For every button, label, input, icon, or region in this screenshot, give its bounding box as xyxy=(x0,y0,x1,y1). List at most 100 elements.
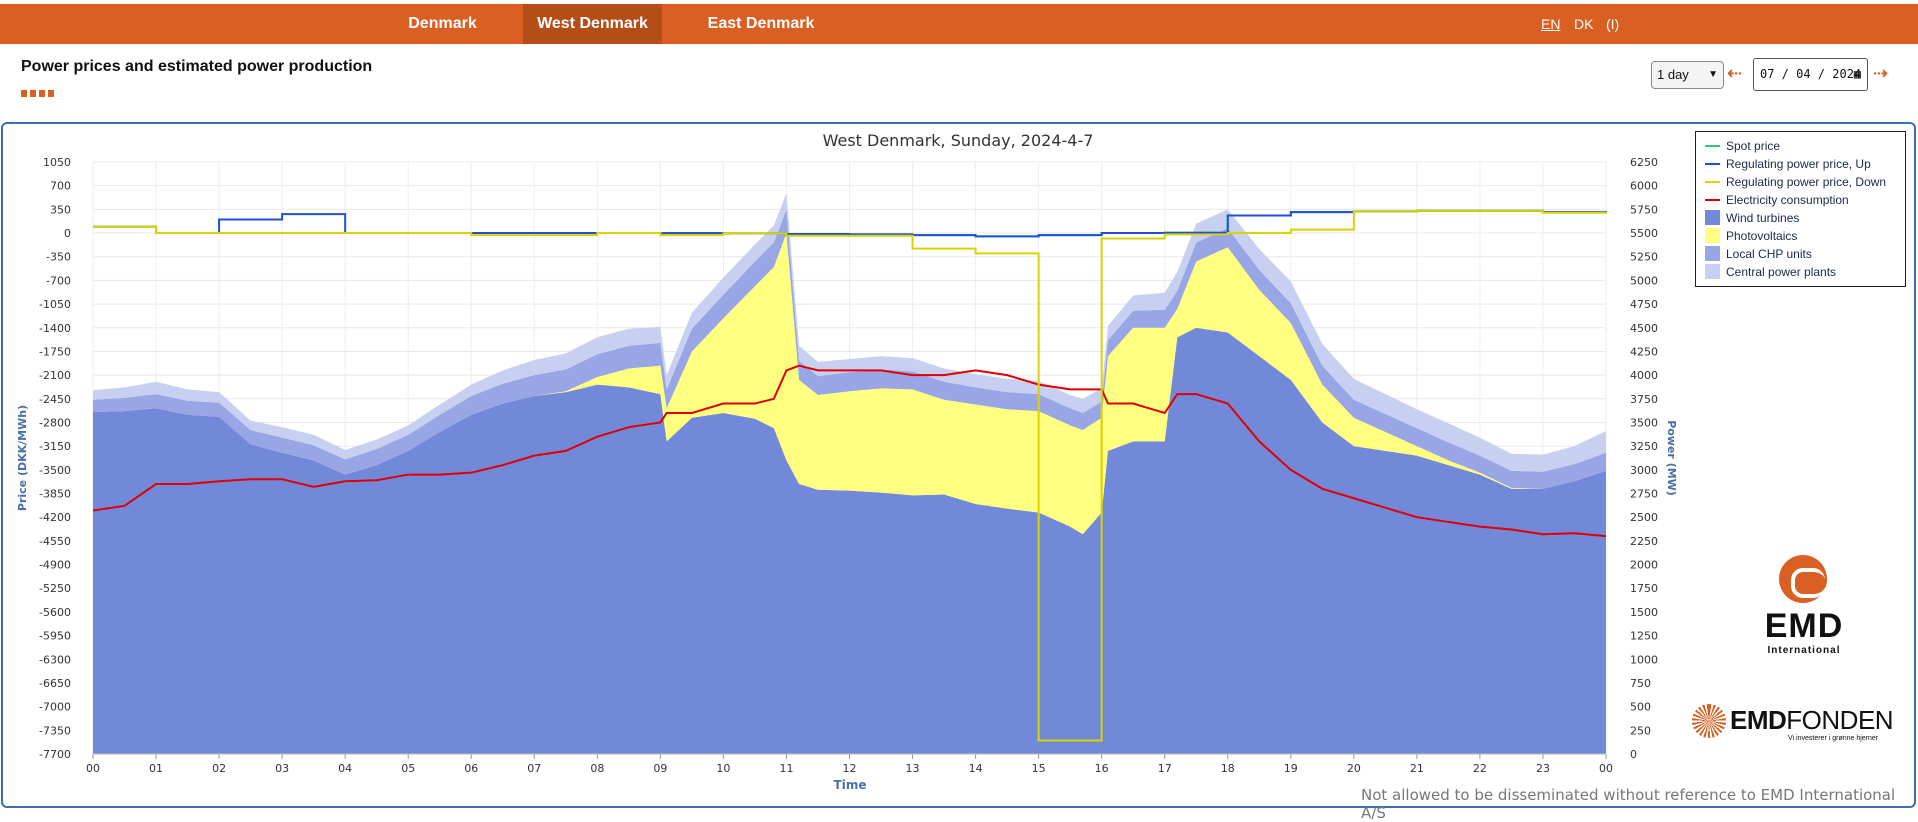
area-central xyxy=(93,193,1606,472)
x-tick-label: 09 xyxy=(653,762,667,775)
x-tick-label: 13 xyxy=(906,762,920,775)
y-right-tick-label: 4750 xyxy=(1630,298,1658,311)
x-tick-label: 00 xyxy=(1599,762,1613,775)
tab-west-denmark[interactable]: West Denmark xyxy=(523,4,662,44)
date-input[interactable]: 07 / 04 / 2024 ▦ xyxy=(1753,58,1868,91)
y-left-tick-label: -4200 xyxy=(39,511,71,524)
x-axis-label: Time xyxy=(834,778,867,792)
y-right-tick-label: 250 xyxy=(1630,724,1651,737)
y-right-tick-label: 4250 xyxy=(1630,345,1658,358)
x-tick-label: 23 xyxy=(1536,762,1550,775)
legend-swatch xyxy=(1705,163,1720,165)
y-right-tick-label: 6250 xyxy=(1630,156,1658,169)
legend-swatch xyxy=(1705,246,1720,261)
y-right-tick-label: 3500 xyxy=(1630,416,1658,429)
y-right-tick-label: 3250 xyxy=(1630,440,1658,453)
x-tick-label: 01 xyxy=(149,762,163,775)
range-select[interactable]: 1 day ▼ xyxy=(1651,61,1724,89)
emd-logo-icon xyxy=(1779,555,1827,603)
y-left-tick-label: -5950 xyxy=(39,630,71,643)
y-left-tick-label: -7000 xyxy=(39,701,71,714)
y-left-tick-label: -3850 xyxy=(39,488,71,501)
y-left-tick-label: -700 xyxy=(46,274,71,287)
tab-east-denmark[interactable]: East Denmark xyxy=(707,15,815,32)
x-tick-label: 22 xyxy=(1473,762,1487,775)
y-left-tick-label: -1050 xyxy=(39,298,71,311)
next-day-arrow-icon[interactable]: ⇢ xyxy=(1873,63,1888,83)
range-select-value: 1 day xyxy=(1657,67,1689,82)
legend-swatch xyxy=(1705,228,1720,243)
y-left-tick-label: -6650 xyxy=(39,677,71,690)
legend-label: Electricity consumption xyxy=(1726,193,1849,207)
y-right-tick-label: 1000 xyxy=(1630,653,1658,666)
x-tick-label: 03 xyxy=(275,762,289,775)
x-tick-label: 19 xyxy=(1284,762,1298,775)
consumption-line xyxy=(92,364,1607,538)
fonden-logo-tagline: Vi investerer i grønne hjerner xyxy=(1788,735,1879,742)
lang-en[interactable]: EN xyxy=(1541,16,1561,32)
y-left-tick-label: -2100 xyxy=(39,369,71,382)
tab-denmark[interactable]: Denmark xyxy=(408,15,477,32)
y-right-tick-label: 500 xyxy=(1630,701,1651,714)
x-tick-label: 00 xyxy=(86,762,100,775)
x-tick-label: 06 xyxy=(464,762,478,775)
y-left-tick-label: -7350 xyxy=(39,724,71,737)
legend-label: Wind turbines xyxy=(1726,211,1800,225)
date-input-value: 07 / 04 / 2024 xyxy=(1760,67,1862,81)
y-right-tick-label: 1500 xyxy=(1630,606,1658,619)
y-left-tick-label: -3500 xyxy=(39,464,71,477)
y-left-tick-label: -7700 xyxy=(39,748,71,761)
y-right-tick-label: 2000 xyxy=(1630,559,1658,572)
y-left-tick-label: -4550 xyxy=(39,535,71,548)
y-left-tick-label: -6300 xyxy=(39,653,71,666)
y-right-tick-label: 5250 xyxy=(1630,251,1658,264)
y-right-tick-label: 6000 xyxy=(1630,180,1658,193)
y-right-tick-label: 750 xyxy=(1630,677,1651,690)
price-lines xyxy=(92,209,1607,742)
y-right-tick-label: 2250 xyxy=(1630,535,1658,548)
y-left-tick-label: -2450 xyxy=(39,393,71,406)
lang-dk[interactable]: DK xyxy=(1574,16,1594,32)
title-marker xyxy=(21,90,55,97)
y-left-tick-label: 700 xyxy=(50,180,71,193)
legend-label: Central power plants xyxy=(1726,265,1837,279)
y-right-tick-label: 1750 xyxy=(1630,582,1658,595)
legend-label: Regulating power price, Up xyxy=(1726,157,1871,171)
previous-day-arrow-icon[interactable]: ⇠ xyxy=(1727,63,1742,83)
lang-info[interactable]: (I) xyxy=(1606,16,1620,32)
chart-title: West Denmark, Sunday, 2024-4-7 xyxy=(823,131,1094,150)
chevron-down-icon: ▼ xyxy=(1708,69,1718,80)
y-left-tick-label: -5250 xyxy=(39,582,71,595)
x-tick-label: 07 xyxy=(527,762,541,775)
disclaimer-text: Not allowed to be disseminated without r… xyxy=(1361,786,1896,822)
y-left-tick-label: -350 xyxy=(46,251,71,264)
x-tick-label: 05 xyxy=(401,762,415,775)
y-right-tick-label: 5750 xyxy=(1630,203,1658,216)
production-areas xyxy=(93,193,1606,754)
x-tick-label: 11 xyxy=(779,762,793,775)
y-right-tick-label: 1250 xyxy=(1630,630,1658,643)
y-left-tick-label: 350 xyxy=(50,203,71,216)
y-right-tick-label: 5000 xyxy=(1630,274,1658,287)
legend-swatch xyxy=(1705,264,1720,279)
area-wind xyxy=(93,327,1606,754)
top-navigation: Denmark West Denmark East Denmark EN DK … xyxy=(0,4,1918,44)
calendar-icon[interactable]: ▦ xyxy=(1853,67,1861,81)
axes: 10507003500-350-700-1050-1400-1750-2100-… xyxy=(39,156,1658,775)
x-tick-label: 12 xyxy=(843,762,857,775)
x-tick-label: 10 xyxy=(716,762,730,775)
y-right-tick-label: 3000 xyxy=(1630,464,1658,477)
legend-label: Spot price xyxy=(1726,139,1781,153)
emd-logo-text: EMD xyxy=(1764,607,1844,645)
x-tick-label: 17 xyxy=(1158,762,1172,775)
legend-swatch xyxy=(1705,145,1720,147)
price-line-reg_down xyxy=(93,209,1607,742)
y-right-tick-label: 4000 xyxy=(1630,369,1658,382)
x-tick-label: 08 xyxy=(590,762,604,775)
fonden-logo-text: EMDFONDEN xyxy=(1730,705,1894,735)
legend-label: Photovoltaics xyxy=(1726,229,1798,243)
chart-legend: Spot price Regulating power price, Up Regu… xyxy=(1695,131,1906,287)
y-left-tick-label: -1750 xyxy=(39,345,71,358)
x-tick-label: 16 xyxy=(1095,762,1109,775)
